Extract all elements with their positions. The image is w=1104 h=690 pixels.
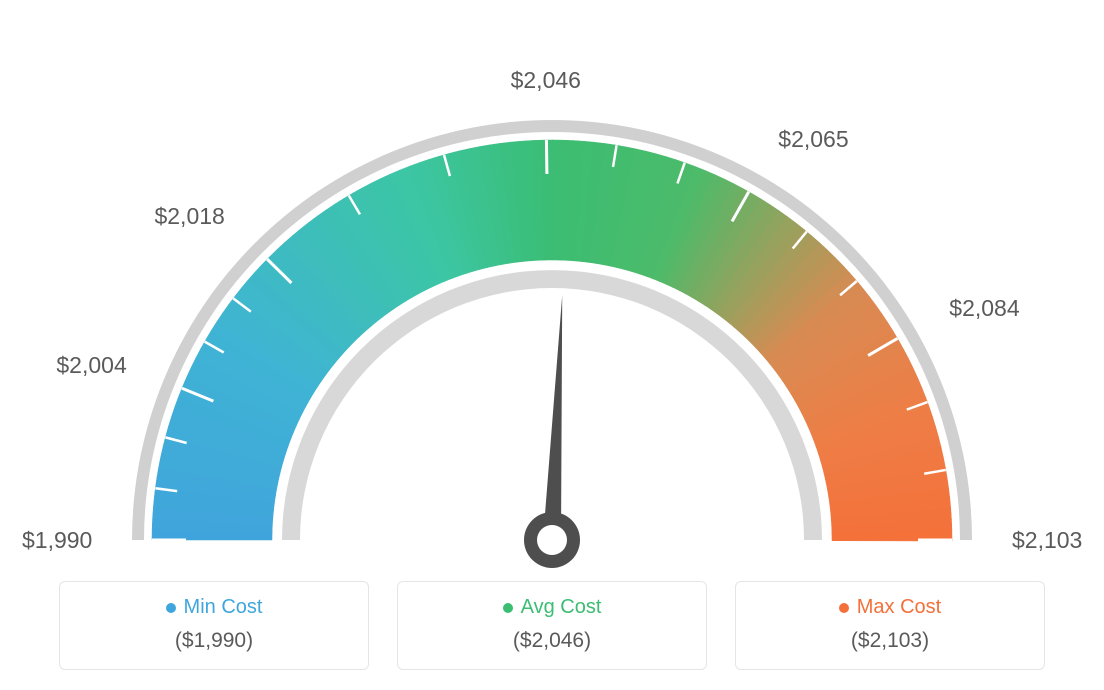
legend-dot-min — [166, 603, 176, 613]
legend-title-max: Max Cost — [839, 596, 941, 619]
gauge-svg — [0, 30, 1104, 590]
legend-row: Min Cost ($1,990) Avg Cost ($2,046) Max … — [0, 581, 1104, 670]
tick-label: $2,065 — [778, 126, 848, 153]
legend-title-avg: Avg Cost — [503, 596, 602, 619]
legend-label-min: Min Cost — [184, 596, 263, 619]
legend-dot-max — [839, 603, 849, 613]
tick-label: $2,084 — [949, 295, 1019, 322]
legend-title-min: Min Cost — [166, 596, 263, 619]
legend-value-max: ($2,103) — [754, 629, 1026, 653]
gauge-chart-container: $1,990 $2,004 $2,018 $2,046 $2,065 $2,084 $2,1… — [0, 0, 1104, 690]
legend-dot-avg — [503, 603, 513, 613]
tick-label: $2,103 — [1012, 527, 1082, 554]
tick-label: $1,990 — [22, 527, 92, 554]
legend-value-min: ($1,990) — [78, 629, 350, 653]
gauge-area: $1,990 $2,004 $2,018 $2,046 $2,065 $2,084 $2,1… — [0, 0, 1104, 560]
legend-value-avg: ($2,046) — [416, 629, 688, 653]
legend-label-avg: Avg Cost — [521, 596, 602, 619]
tick-label: $2,046 — [511, 67, 581, 94]
legend-card-min: Min Cost ($1,990) — [59, 581, 369, 670]
legend-label-max: Max Cost — [857, 596, 941, 619]
tick-label: $2,004 — [56, 352, 126, 379]
tick-label: $2,018 — [154, 203, 224, 230]
legend-card-max: Max Cost ($2,103) — [735, 581, 1045, 670]
legend-card-avg: Avg Cost ($2,046) — [397, 581, 707, 670]
